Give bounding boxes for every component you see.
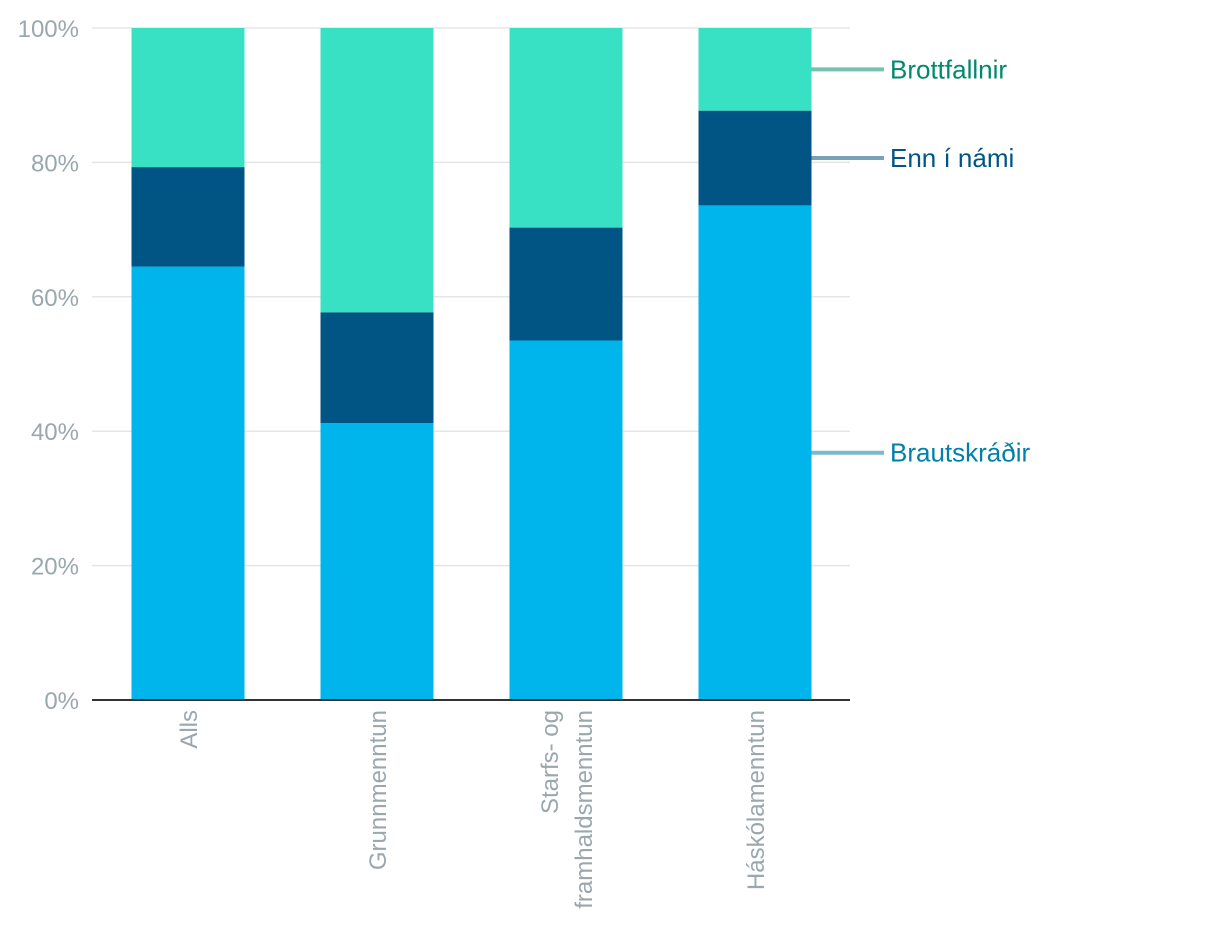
bar-segment [320,28,434,313]
bar-segment [509,340,623,700]
bar-segment [509,28,623,228]
x-tick-label-line: Alls [176,710,203,749]
bars [131,28,812,700]
x-tick-label-line: Háskólamenntun [743,710,770,890]
bar-segment [509,227,623,341]
bar-segment [320,312,434,424]
y-tick-label: 40% [31,419,79,446]
legend-label: Brautskráðir [890,438,1030,468]
y-tick-label: 100% [18,16,79,43]
legend: Brautskráðir Enn í námi Brottfallnir [811,54,1030,468]
x-tick-label: Alls [176,710,203,749]
bar-segment [320,423,434,700]
bar-segment [131,167,245,267]
bar-segment [131,266,245,700]
legend-label: Enn í námi [890,143,1014,173]
x-tick-label-line: framhaldsmenntun [571,710,598,909]
bar-segment [131,28,245,168]
y-tick-label: 20% [31,554,79,581]
bar-segment [698,205,812,700]
x-tick-label-line: Starfs- og [537,710,564,814]
y-axis-ticks: 0% 20% 40% 60% 80% 100% [18,16,79,715]
x-axis-ticks: Alls Grunnmenntun Starfs- og framhaldsmennt… [176,710,770,909]
x-tick-label: Starfs- og framhaldsmenntun [537,710,598,909]
y-tick-label: 60% [31,285,79,312]
bar-segment [698,110,812,206]
y-tick-label: 80% [31,150,79,177]
x-tick-label: Grunnmenntun [365,710,392,870]
y-tick-label: 0% [44,688,79,715]
x-tick-label: Háskólamenntun [743,710,770,890]
x-tick-label-line: Grunnmenntun [365,710,392,870]
legend-label: Brottfallnir [890,54,1007,84]
bar-segment [698,28,812,111]
